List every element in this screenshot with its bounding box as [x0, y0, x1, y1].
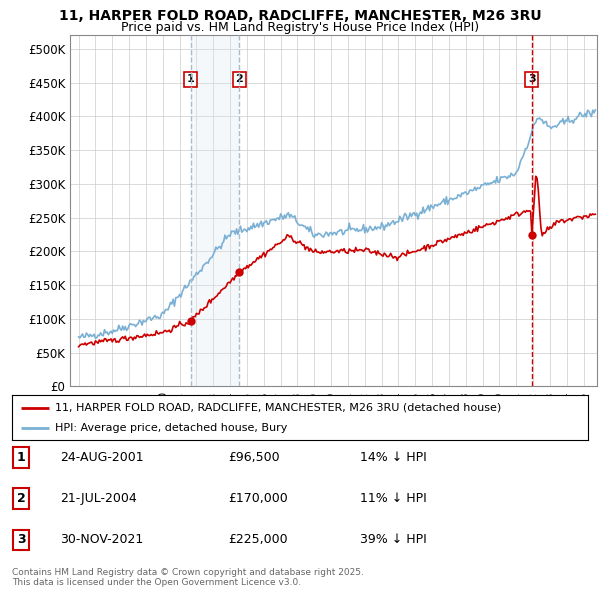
Text: 21-JUL-2004: 21-JUL-2004	[60, 492, 137, 505]
Text: £225,000: £225,000	[228, 533, 287, 546]
Text: 1: 1	[187, 74, 194, 84]
Text: 2: 2	[235, 74, 243, 84]
Text: 30-NOV-2021: 30-NOV-2021	[60, 533, 143, 546]
Bar	[191, 35, 239, 386]
Text: 24-AUG-2001: 24-AUG-2001	[60, 451, 143, 464]
Text: Price paid vs. HM Land Registry's House Price Index (HPI): Price paid vs. HM Land Registry's House …	[121, 21, 479, 34]
Text: Contains HM Land Registry data © Crown copyright and database right 2025.
This d: Contains HM Land Registry data © Crown c…	[12, 568, 364, 587]
Text: 11, HARPER FOLD ROAD, RADCLIFFE, MANCHESTER, M26 3RU: 11, HARPER FOLD ROAD, RADCLIFFE, MANCHES…	[59, 9, 541, 23]
Text: 11% ↓ HPI: 11% ↓ HPI	[360, 492, 427, 505]
Text: 3: 3	[528, 74, 536, 84]
Text: 2: 2	[17, 492, 25, 505]
Text: 39% ↓ HPI: 39% ↓ HPI	[360, 533, 427, 546]
Text: 3: 3	[17, 533, 25, 546]
Text: HPI: Average price, detached house, Bury: HPI: Average price, detached house, Bury	[55, 424, 287, 434]
Text: £170,000: £170,000	[228, 492, 288, 505]
Text: 11, HARPER FOLD ROAD, RADCLIFFE, MANCHESTER, M26 3RU (detached house): 11, HARPER FOLD ROAD, RADCLIFFE, MANCHES…	[55, 403, 502, 412]
Text: £96,500: £96,500	[228, 451, 280, 464]
Text: 14% ↓ HPI: 14% ↓ HPI	[360, 451, 427, 464]
Text: 1: 1	[17, 451, 25, 464]
